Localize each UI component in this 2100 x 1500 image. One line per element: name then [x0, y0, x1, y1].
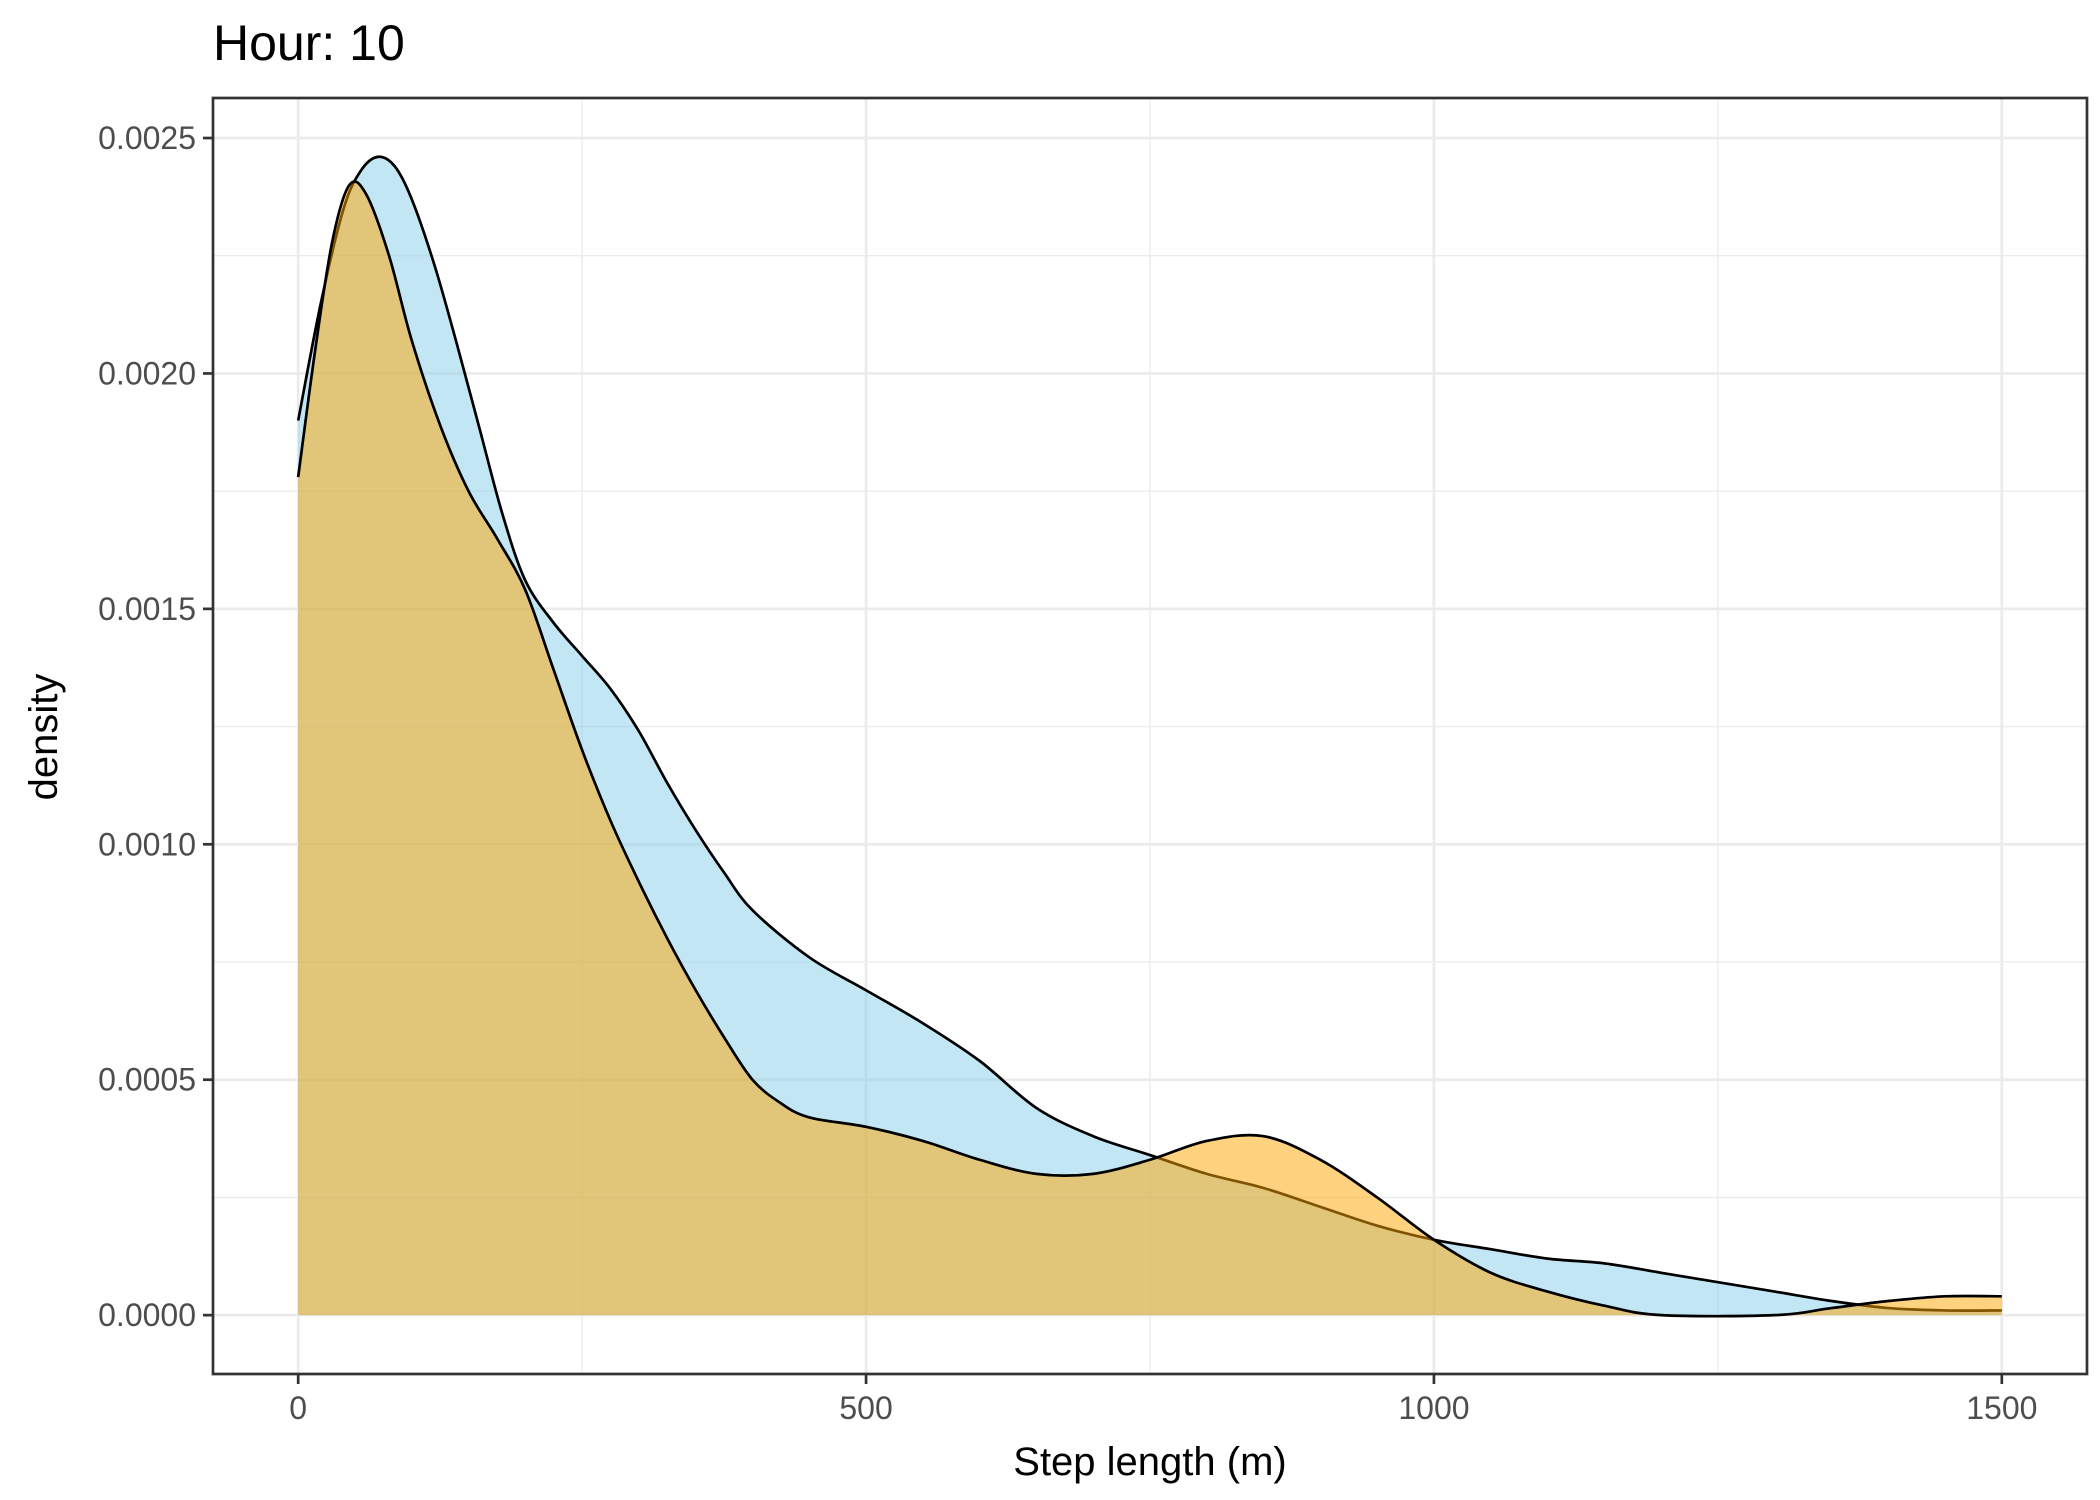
x-axis: 0 500 1000 1500 — [289, 1374, 2037, 1426]
chart-title: Hour: 10 — [213, 15, 405, 71]
y-tick-label: 0.0015 — [98, 591, 196, 627]
y-tick-label: 0.0000 — [98, 1297, 196, 1333]
x-tick-label: 1500 — [1966, 1390, 2037, 1426]
y-axis: 0.0000 0.0005 0.0010 0.0015 0.0020 0.0025 — [98, 120, 213, 1333]
x-tick-label: 0 — [289, 1390, 307, 1426]
x-axis-title: Step length (m) — [1013, 1440, 1286, 1484]
y-tick-label: 0.0010 — [98, 826, 196, 862]
density-area-1 — [298, 156, 2002, 1316]
panel-border — [211, 96, 2089, 1376]
y-tick-label: 0.0025 — [98, 120, 196, 156]
y-axis-title: density — [22, 674, 66, 801]
x-tick-label: 1000 — [1398, 1390, 1469, 1426]
density-curve-2 — [296, 180, 2002, 1318]
y-tick-label: 0.0005 — [98, 1062, 196, 1098]
density-area-2 — [298, 181, 2002, 1317]
plot-panel — [211, 96, 2089, 1376]
y-tick-label: 0.0020 — [98, 355, 196, 391]
density-curve-1 — [296, 155, 2002, 1312]
x-tick-label: 500 — [839, 1390, 892, 1426]
